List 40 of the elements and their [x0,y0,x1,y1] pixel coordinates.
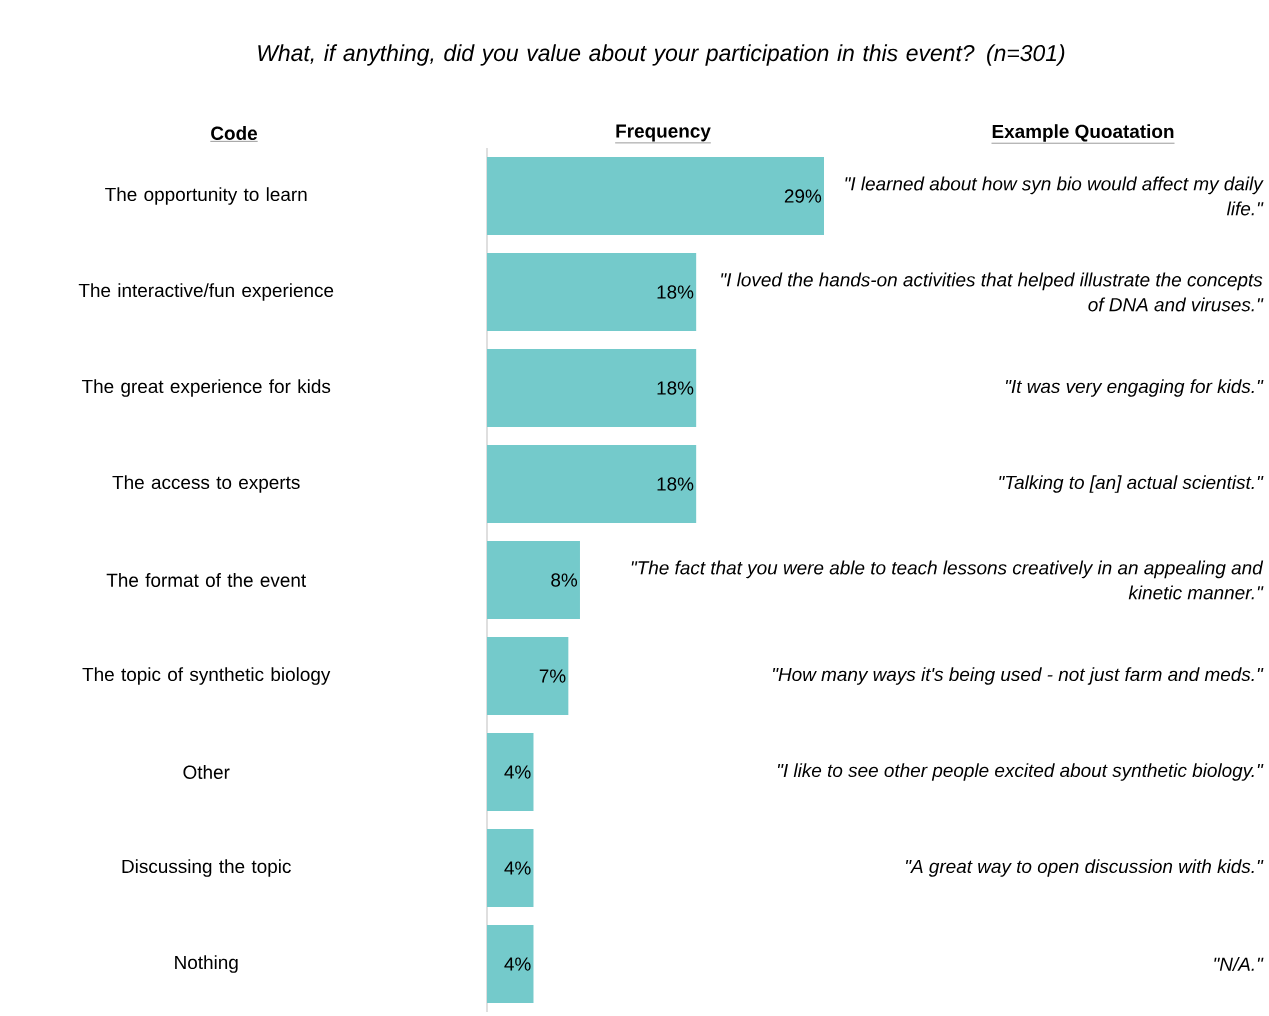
data-label: 18% [657,381,694,395]
text: "A great way to open discussion with kids." [906,859,1264,877]
text: "It was very engaging for kids." [1005,379,1264,397]
bar [487,445,697,524]
text: "I learned about how syn bio would affect my daily life." [845,176,1264,216]
bar [487,637,569,716]
text: "Talking to [an] actual scientist." [999,475,1264,493]
y-tick-label: Discussing the topic [122,859,291,877]
annotation: "The fact that you were able to teach lessons creatively in an appealing and kinetic manner." [631,560,1264,600]
data-label: 7% [539,669,566,683]
y-tick-label: The opportunity to learn [105,187,307,205]
data-label: 18% [657,285,694,299]
data-label: 8% [551,573,578,587]
y-tick-label: The interactive/fun experience [78,283,334,301]
annotation: "How many ways it's being used - not just farm and meds." [773,667,1264,685]
data-label: 29% [784,189,822,203]
text: "N/A." [1214,957,1264,971]
y-tick-label: The topic of synthetic biology [82,667,331,685]
y-tick-label: The format of the event [106,573,307,587]
data-label: 18% [657,477,694,491]
bar [487,829,534,908]
annotation: "I like to see other people excited about synthetic biology." [777,763,1264,781]
data-label: 4% [504,765,531,779]
y-tick-label: The access to experts [112,475,300,493]
bar [487,925,534,1004]
y-tick-label: Other [183,765,230,779]
bar [487,541,580,620]
text: Example Quoatation [992,124,1174,142]
data-label: 4% [504,861,531,875]
bar [487,253,697,332]
chart-title: What, if anything, did you value about your participation in this event? (n=301) [258,44,1065,66]
y-tick-label: Nothing [175,955,238,973]
annotation: "I loved the hands-on activities that helped illustrate the concepts of DNA and viruses." [721,272,1264,312]
data-label: 4% [504,957,531,971]
y-axis-title: Code [211,126,258,140]
bar [487,733,534,812]
bar [487,349,697,428]
bar [487,157,824,236]
y-tick-label: The great experience for kids [81,379,331,397]
x-axis-title: Frequency [616,124,711,142]
